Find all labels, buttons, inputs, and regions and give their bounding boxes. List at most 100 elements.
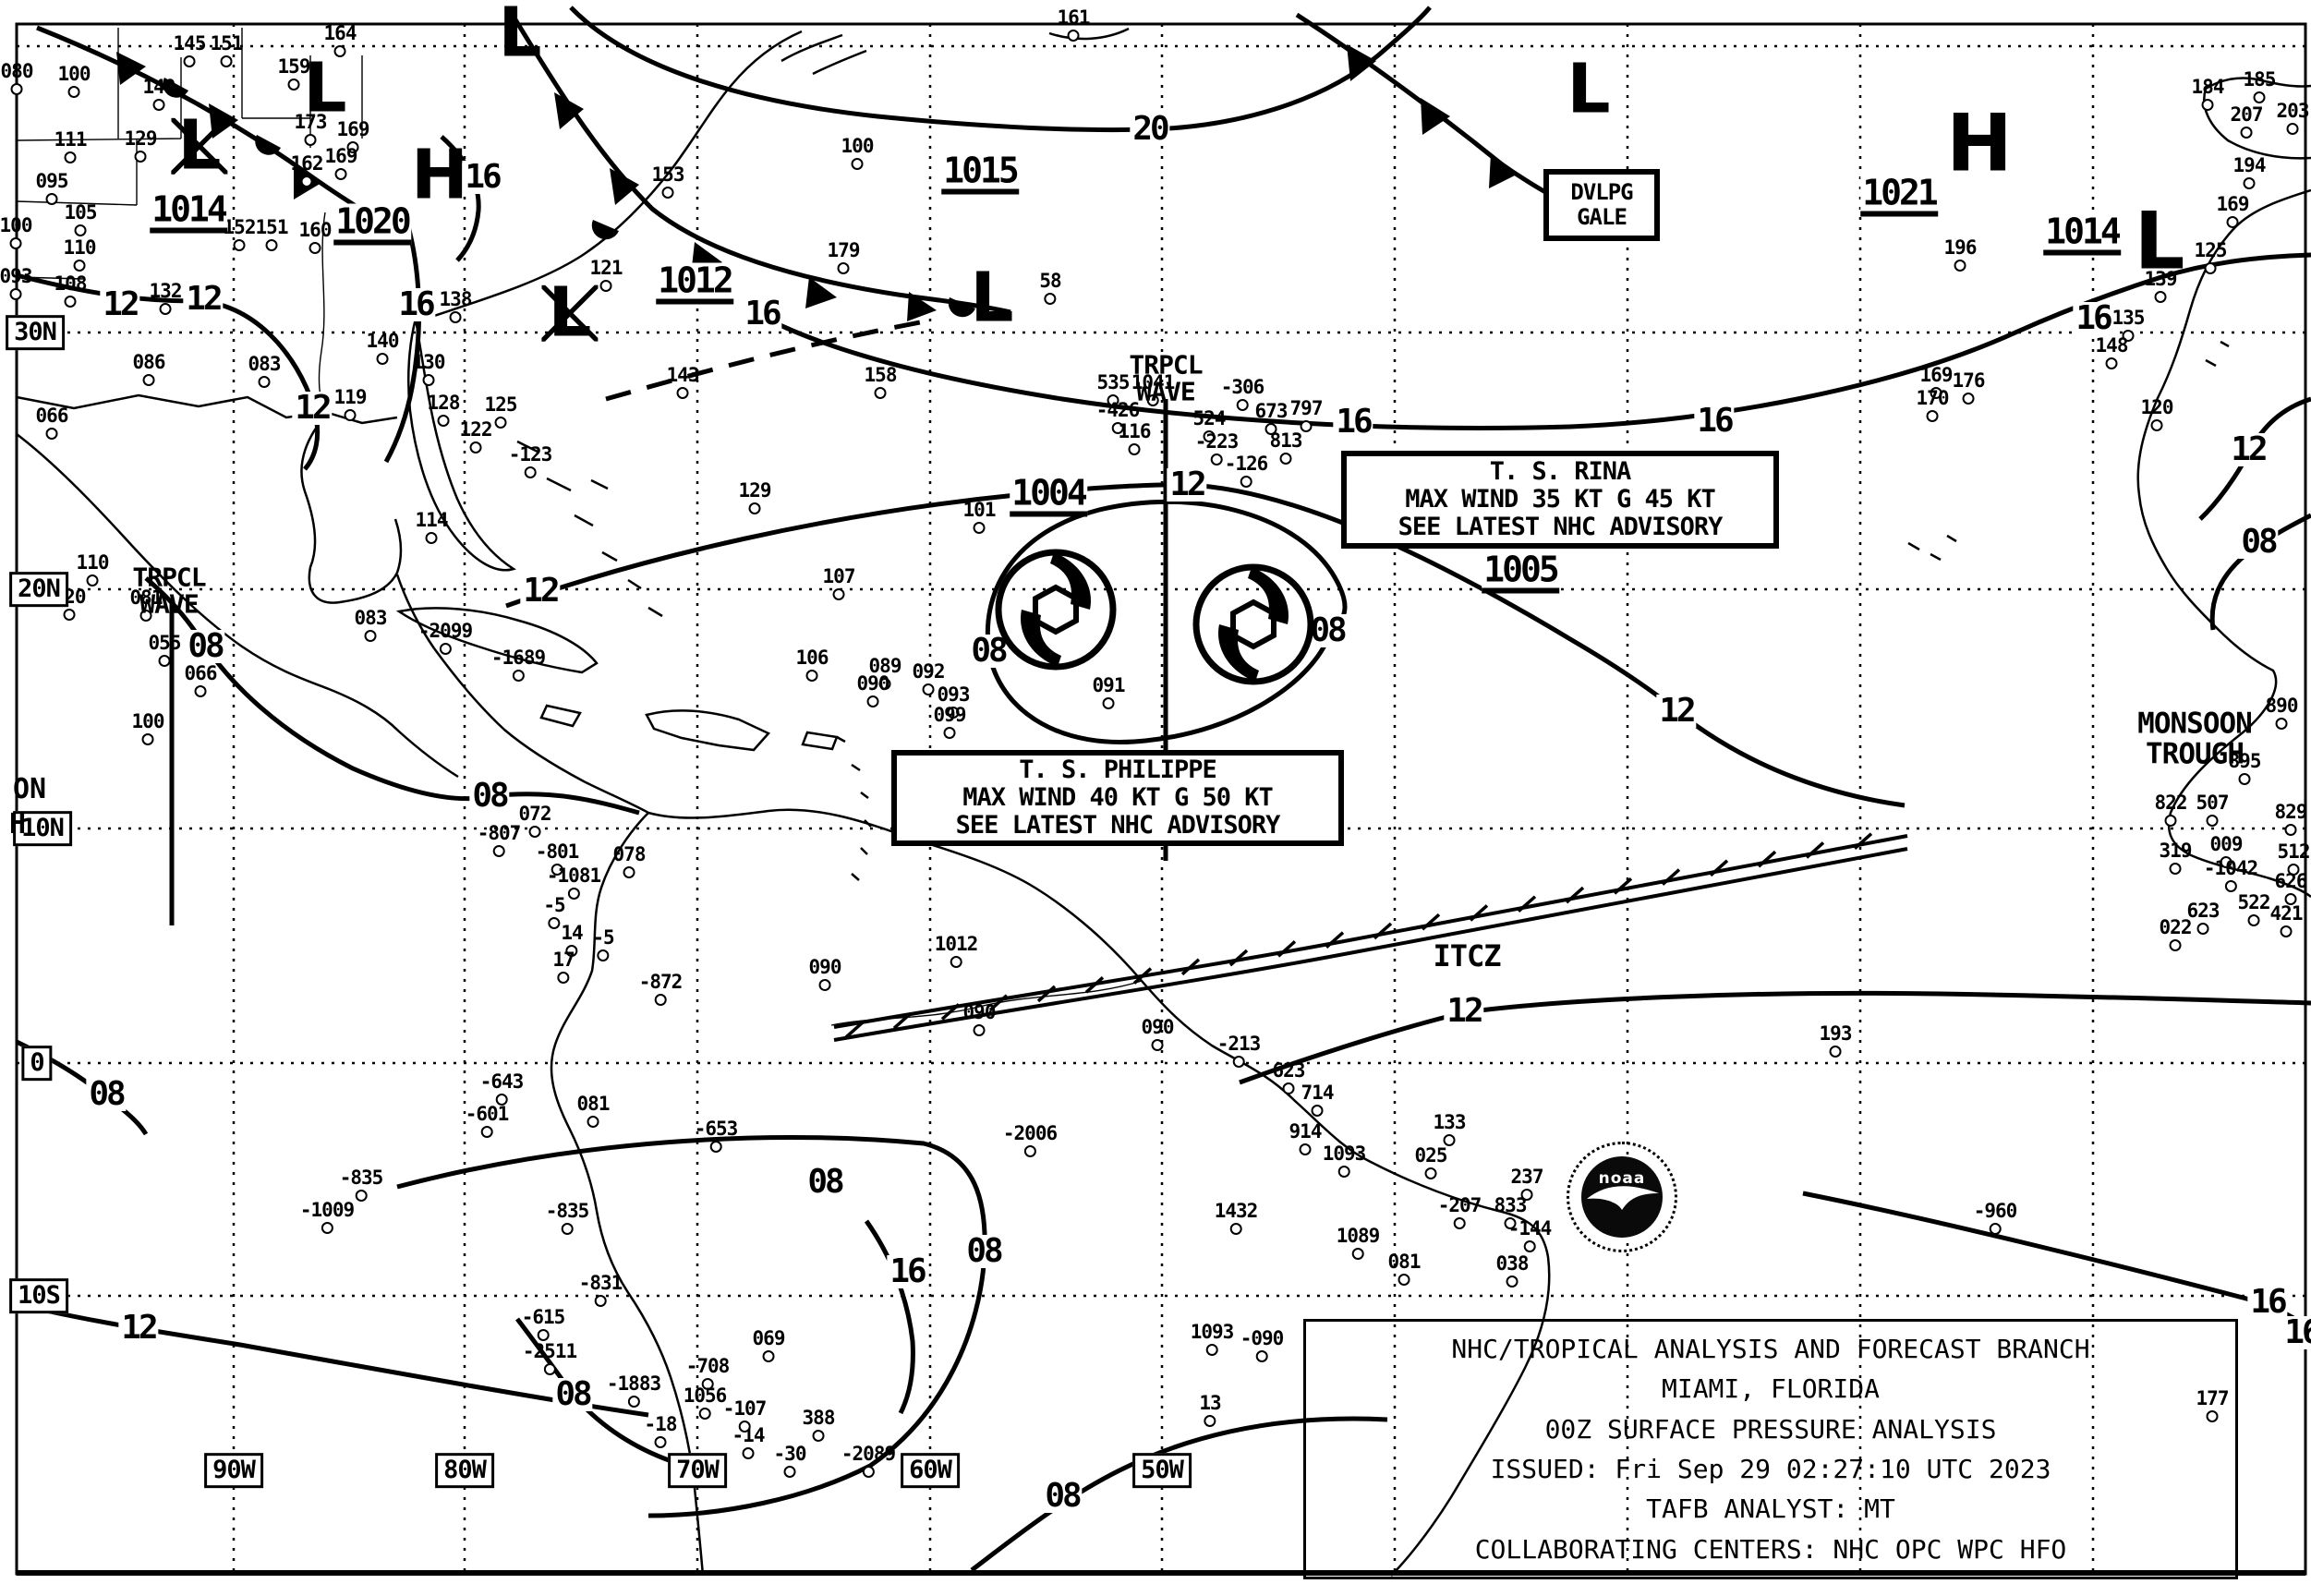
station-plot: 623 [2187, 901, 2220, 935]
collaborating-centers: COLLABORATING CENTERS: NHC OPC WPC HFO [1474, 1533, 2067, 1565]
station-plot: 140 [143, 78, 176, 111]
station-plot: -2089 [841, 1445, 896, 1478]
station-plot: 179 [828, 241, 861, 274]
isobar-label: 08 [1307, 614, 1348, 647]
station-plot: 319 [2160, 841, 2193, 875]
station-plot: 626 [2275, 872, 2308, 905]
advisory-box-gale: DVLPG GALE [1543, 169, 1660, 241]
storm-wind: MAX WIND 40 KT G 50 KT [962, 782, 1274, 812]
pressure-center-letter: L [303, 48, 347, 128]
station-plot: 203 [2277, 102, 2310, 135]
station-plot: 119 [334, 388, 368, 421]
station-plot: 13 [1199, 1394, 1221, 1427]
station-plot: -801 [536, 842, 580, 876]
analyst: TAFB ANALYST: MT [1646, 1493, 1895, 1525]
station-plot: -5 [592, 928, 614, 961]
isobar-label: 12 [520, 574, 561, 608]
station-plot: 083 [355, 609, 388, 642]
storm-name: T. S. RINA [1489, 456, 1632, 486]
station-plot: 099 [934, 706, 967, 739]
latitude-label: 10S [9, 1278, 68, 1313]
station-plot: 132 [150, 282, 183, 315]
pressure-center-letter: H [1946, 97, 2013, 190]
station-plot: -213 [1217, 1034, 1262, 1068]
station-plot: -960 [1974, 1202, 2018, 1235]
station-plot: 914 [1289, 1122, 1323, 1155]
station-plot: 038 [1496, 1254, 1530, 1288]
isobar-label: 12 [1656, 695, 1697, 728]
station-plot: 111 [54, 130, 88, 163]
station-plot: -426 [1096, 401, 1141, 434]
station-plot: 122 [460, 420, 493, 453]
station-plot: -835 [546, 1202, 590, 1235]
station-plot: 066 [36, 406, 69, 440]
station-plot: 673 [1255, 402, 1289, 435]
office-location: MIAMI, FLORIDA [1661, 1373, 1880, 1405]
station-plot: -708 [686, 1357, 731, 1390]
station-plot: -18 [645, 1415, 678, 1448]
pressure-center-letter: L [541, 272, 599, 353]
station-plot: -123 [509, 445, 553, 478]
station-plot: 512 [2278, 842, 2311, 876]
isobar-label: 12 [1444, 995, 1484, 1028]
clipped-text: H [9, 808, 27, 840]
station-plot: 090 [857, 674, 890, 707]
clipped-text: ON [13, 773, 47, 805]
station-plot: 17 [552, 950, 575, 984]
station-plot: 110 [64, 238, 97, 272]
issued-time: ISSUED: Fri Sep 29 02:27:10 UTC 2023 [1490, 1454, 2051, 1484]
station-plot: 125 [485, 395, 518, 429]
station-plot: 129 [125, 129, 158, 163]
station-plot: -306 [1221, 378, 1265, 411]
gale-label-2: GALE [1577, 204, 1627, 230]
longitude-label: 60W [901, 1453, 960, 1488]
station-plot: 100 [0, 216, 32, 249]
station-plot: 066 [185, 664, 218, 697]
latitude-label: 20N [9, 572, 68, 607]
isobar-label: 16 [395, 288, 436, 321]
isobar-label: 08 [1042, 1480, 1083, 1513]
station-plot: 1056 [684, 1386, 728, 1420]
station-plot: 120 [2141, 398, 2174, 431]
feature-label: TRPCL WAVE [1129, 349, 1203, 407]
pressure-center-letter: L [1567, 49, 1611, 129]
isobar-label: 16 [1694, 405, 1735, 438]
pressure-center-letter: L [970, 258, 1014, 338]
isobar-label: 16 [2073, 302, 2113, 335]
tropical-storm-icon [976, 530, 1135, 693]
station-plot: 090 [809, 958, 842, 991]
advisory-box-philippe: T. S. PHILIPPE MAX WIND 40 KT G 50 KT SE… [891, 750, 1344, 846]
pressure-value: 1014 [2043, 213, 2122, 256]
station-plot: 106 [796, 648, 829, 682]
station-plot: 114 [416, 511, 449, 544]
station-plot: 185 [2244, 70, 2277, 103]
advisory-box-rina: T. S. RINA MAX WIND 35 KT G 45 KT SEE LA… [1341, 451, 1779, 549]
feature-label: TRPCL WAVE [132, 562, 206, 620]
isobar-label: 16 [462, 161, 502, 194]
station-plot: 388 [803, 1409, 836, 1442]
station-plot: 829 [2275, 803, 2308, 836]
station-plot: 121 [590, 259, 623, 292]
issuing-office: NHC/TROPICAL ANALYSIS AND FORECAST BRANC… [1451, 1333, 2090, 1364]
pressure-center-letter: L [171, 105, 228, 186]
station-plot: 090 [1142, 1018, 1175, 1051]
station-plot: 101 [963, 501, 997, 534]
pressure-value: 1020 [333, 203, 412, 246]
station-plot: 507 [2196, 793, 2230, 827]
isobar-label: 12 [2228, 433, 2269, 466]
station-plot: 140 [367, 332, 400, 365]
isobar-label: 16 [2247, 1286, 2288, 1319]
longitude-label: 80W [435, 1453, 494, 1488]
station-plot: 833 [1494, 1196, 1528, 1229]
isobar-label: 16 [1333, 405, 1373, 439]
station-plot: -090 [1240, 1329, 1285, 1362]
isobar-label: 08 [805, 1166, 845, 1199]
station-plot: 1093 [1191, 1323, 1235, 1356]
isobar-label: 12 [292, 392, 333, 425]
station-plot: 138 [440, 290, 473, 323]
station-plot: 133 [1434, 1113, 1467, 1146]
station-plot: -1689 [491, 648, 546, 682]
station-plot: 822 [2155, 793, 2188, 827]
